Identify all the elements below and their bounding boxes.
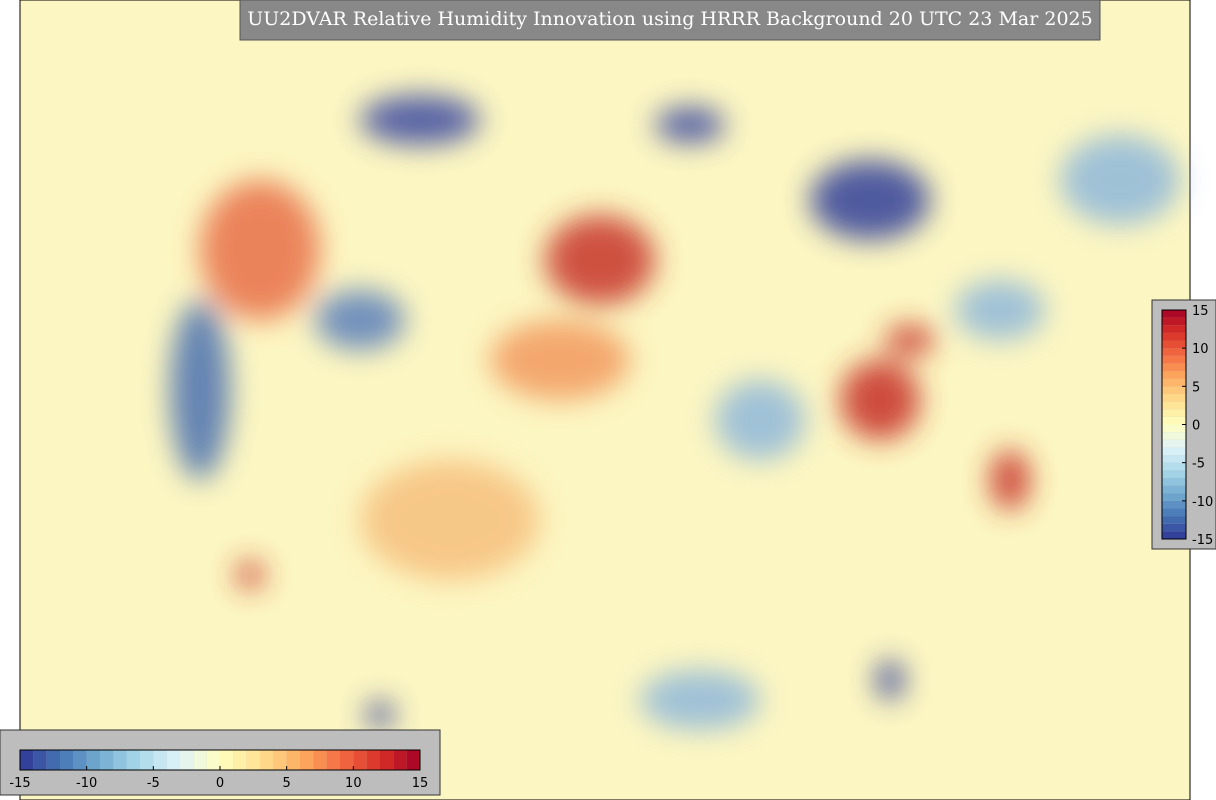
colorbar-segment [60,750,74,770]
colorbar-tick-label: 10 [1192,342,1209,357]
colorbar-tick-label: 15 [412,776,429,791]
colorbar-segment [166,750,180,770]
colorbar-tick-label: -5 [1192,457,1205,472]
colorbar-tick-label: -15 [9,776,30,791]
colorbar-segment [100,750,114,770]
colorbar-segment [20,750,34,770]
colorbar-segment [1162,310,1186,318]
colorbar-tick-label: -10 [76,776,97,791]
colorbar-segment [153,750,167,770]
colorbar-segment [1162,416,1186,425]
title: UU2DVAR Relative Humidity Innovation usi… [247,8,1092,30]
colorbar-tick-label: 0 [216,776,224,791]
colorbar-segment [273,750,287,770]
colorbar-segment [260,750,274,770]
colorbar-segment [1162,470,1186,478]
colorbar-segment [393,750,407,770]
colorbar-segment [1162,432,1186,440]
colorbar-segment [1162,386,1186,394]
colorbar-segment [1162,485,1186,494]
colorbar-segment [46,750,60,770]
colorbar-segment [1162,401,1186,410]
colorbar-segment [113,750,127,770]
colorbar-segment [140,750,154,770]
colorbar-segment [1162,378,1186,387]
colorbar-segment [1162,355,1186,364]
colorbar-segment [406,750,420,770]
colorbar-tick-label: 5 [283,776,291,791]
colorbar-segment [1162,462,1186,471]
colorbar-segment [233,750,247,770]
colorbar-segment [193,750,207,770]
colorbar-segment [1162,455,1186,463]
colorbar-tick-label: -10 [1192,495,1213,510]
colorbar-segment [300,750,314,770]
colorbar-segment [126,750,140,770]
colorbar-segment [73,750,87,770]
colorbar-segment [1162,477,1186,486]
title-box [239,0,1101,41]
colorbar-segment [1162,340,1186,349]
colorbar-segment [1162,516,1186,524]
colorbar-segment [1162,439,1186,448]
colorbar-segment [1162,332,1186,341]
colorbar-segment [1162,325,1186,333]
colorbar-segment [1162,363,1186,372]
colorbar-segment [246,750,260,770]
colorbar-segment [1162,409,1186,417]
colorbar-tick-label: 10 [345,776,362,791]
colorbar-tick-label: -15 [1192,533,1213,548]
colorbar-segment [380,750,394,770]
colorbar-segment [206,750,220,770]
colorbar-segment [1162,447,1186,456]
colorbar-segment [1162,371,1186,379]
colorbar-segment [313,750,327,770]
humidity-field [170,95,1180,730]
colorbar-segment [353,750,367,770]
colorbar-tick-label: 5 [1192,380,1200,395]
colorbar-tick-label: -5 [147,776,160,791]
colorbar-segment [326,750,340,770]
colorbar-segment [366,750,380,770]
colorbar-segment [286,750,300,770]
colorbar-segment [180,750,194,770]
colorbar-segment [220,750,234,770]
colorbar-tick-label: 15 [1192,304,1209,319]
colorbar-segment [1162,317,1186,326]
colorbar-segment [1162,393,1186,402]
colorbar-segment [1162,508,1186,517]
colorbar-segment [1162,493,1186,501]
colorbar-segment [33,750,47,770]
colorbar-segment [1162,500,1186,509]
colorbar-segment [86,750,100,770]
colorbar-tick-label: 0 [1192,419,1200,434]
colorbar-segment [1162,531,1186,539]
colorbar-segment [340,750,354,770]
colorbar-segment [1162,348,1186,356]
colorbar-segment [1162,424,1186,433]
colorbar-segment [1162,523,1186,532]
